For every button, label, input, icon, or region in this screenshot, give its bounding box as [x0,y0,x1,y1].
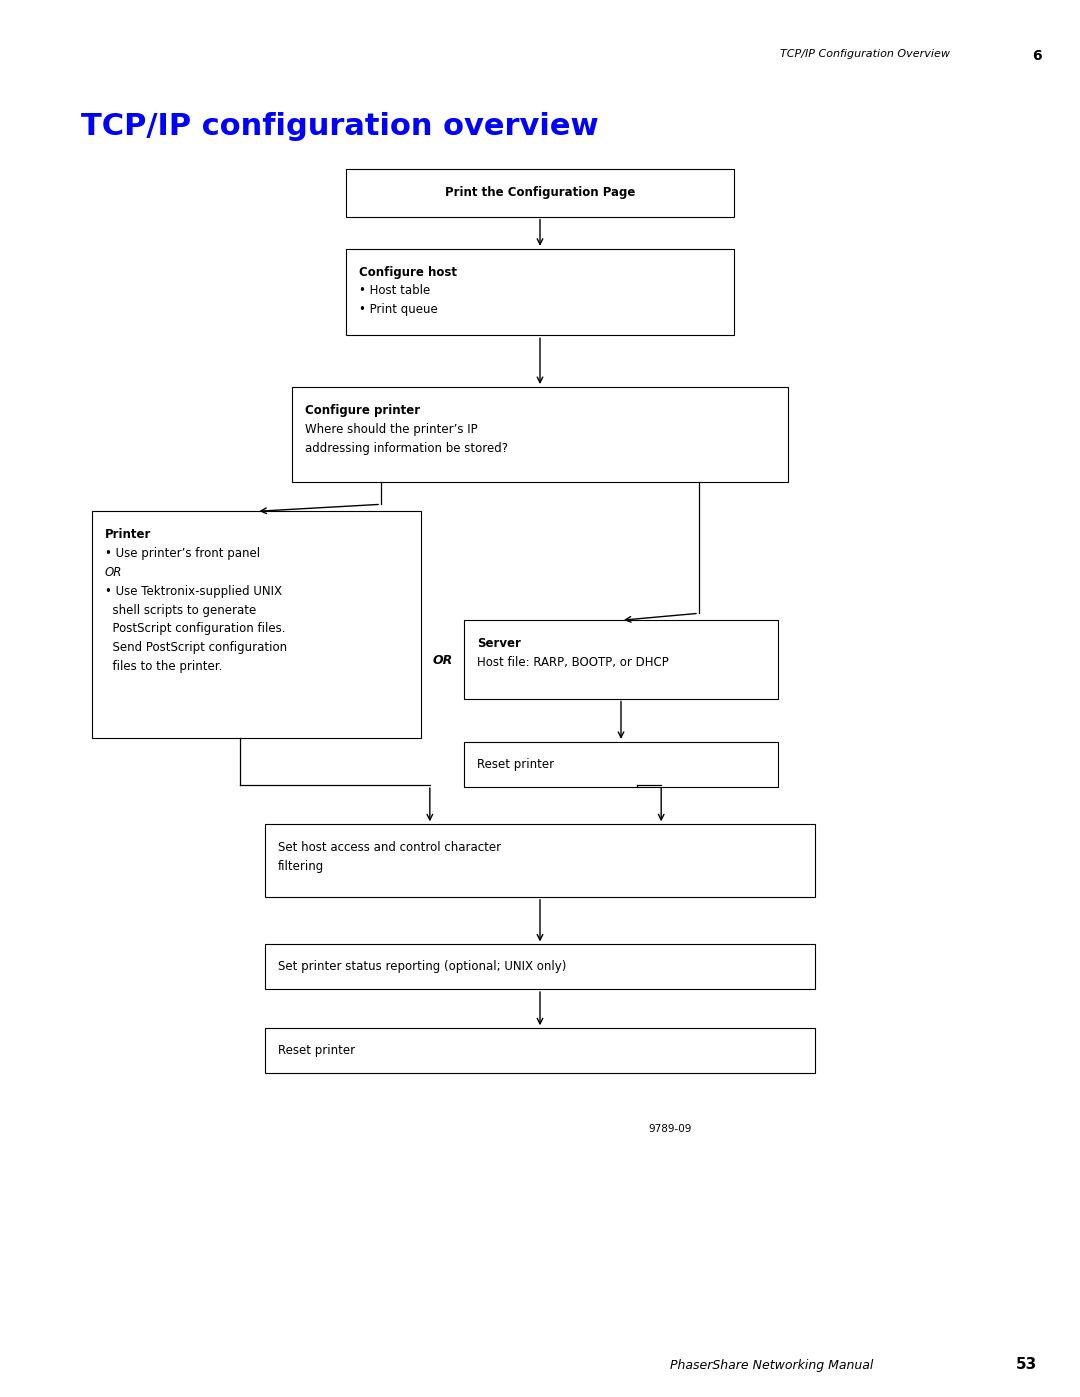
Text: OR: OR [105,566,122,578]
Text: • Host table: • Host table [359,285,430,298]
FancyBboxPatch shape [292,387,788,482]
FancyBboxPatch shape [92,511,421,738]
FancyBboxPatch shape [464,620,778,698]
Text: TCP/IP configuration overview: TCP/IP configuration overview [81,112,598,141]
Text: • Print queue: • Print queue [359,303,437,316]
Text: 6: 6 [1032,49,1042,63]
Text: PhaserShare Networking Manual: PhaserShare Networking Manual [670,1359,873,1372]
Text: addressing information be stored?: addressing information be stored? [305,441,508,454]
Text: • Use Tektronix-supplied UNIX: • Use Tektronix-supplied UNIX [105,585,282,598]
Text: 9789-09: 9789-09 [648,1123,691,1134]
Text: Set printer status reporting (optional; UNIX only): Set printer status reporting (optional; … [278,960,566,974]
Text: OR: OR [433,654,453,668]
Text: Printer: Printer [105,528,151,541]
Text: Reset printer: Reset printer [278,1044,354,1058]
Text: PostScript configuration files.: PostScript configuration files. [105,623,285,636]
Text: Reset printer: Reset printer [477,757,554,771]
Text: Set host access and control character: Set host access and control character [278,841,501,854]
FancyBboxPatch shape [346,249,734,335]
Text: Configure host: Configure host [359,265,457,278]
Text: Where should the printer’s IP: Where should the printer’s IP [305,423,477,436]
FancyBboxPatch shape [265,944,815,989]
Text: • Use printer’s front panel: • Use printer’s front panel [105,548,260,560]
Text: Configure printer: Configure printer [305,404,420,416]
FancyBboxPatch shape [346,169,734,217]
FancyBboxPatch shape [265,1028,815,1073]
Text: Print the Configuration Page: Print the Configuration Page [445,186,635,200]
Text: TCP/IP Configuration Overview: TCP/IP Configuration Overview [781,49,950,59]
Text: Send PostScript configuration: Send PostScript configuration [105,641,287,654]
FancyBboxPatch shape [265,824,815,897]
FancyBboxPatch shape [464,742,778,787]
Text: filtering: filtering [278,861,324,873]
Text: files to the printer.: files to the printer. [105,661,222,673]
Text: 53: 53 [1015,1356,1037,1372]
Text: shell scripts to generate: shell scripts to generate [105,604,256,616]
Text: Server: Server [477,637,522,650]
Text: Host file: RARP, BOOTP, or DHCP: Host file: RARP, BOOTP, or DHCP [477,657,670,669]
